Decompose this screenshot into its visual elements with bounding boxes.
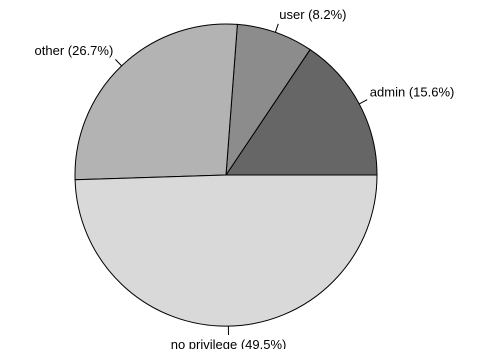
- leader-line-2: [115, 59, 122, 67]
- slice-label-2: other (26.7%): [35, 43, 114, 58]
- leader-line-0: [358, 99, 368, 105]
- slice-label-0: admin (15.6%): [370, 84, 455, 99]
- pie-slices: [74, 23, 378, 327]
- slice-labels: admin (15.6%) user (8.2%) other (26.7%) no …: [35, 7, 455, 349]
- pie-slice-3: [74, 174, 378, 327]
- slice-label-1: user (8.2%): [279, 7, 346, 22]
- leader-line-1: [274, 23, 279, 33]
- pie-slice-2: [74, 23, 238, 181]
- label-leader-lines: [115, 23, 368, 335]
- slice-label-3: no privilege (49.5%): [171, 337, 287, 349]
- pie-slice-0: [225, 48, 378, 176]
